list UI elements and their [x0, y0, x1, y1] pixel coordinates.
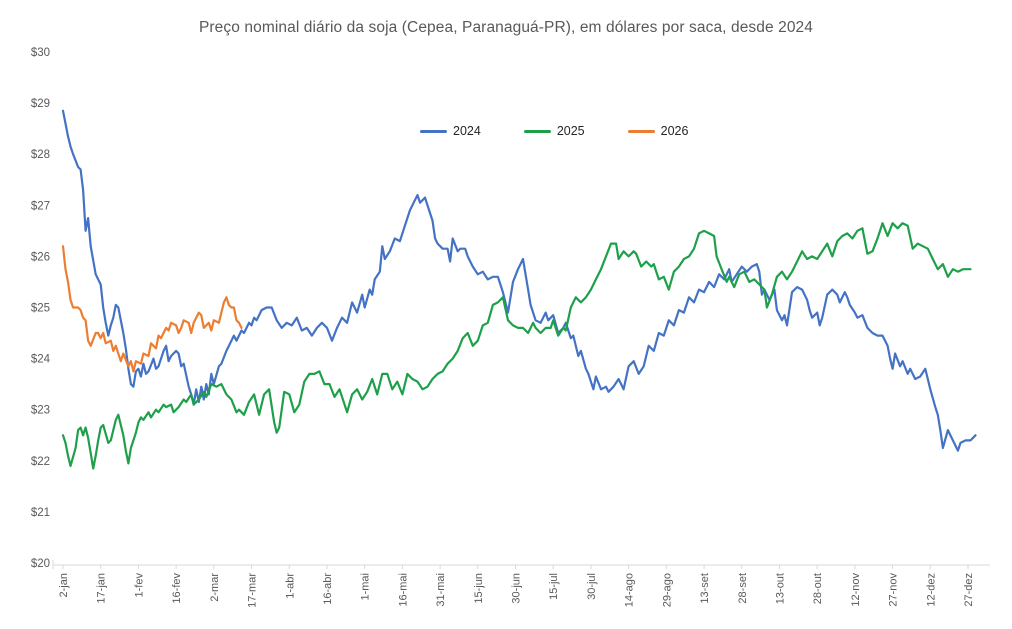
legend-item-2026: 2026 — [627, 124, 689, 138]
x-tick-label: 15-jul — [548, 573, 560, 600]
chart-title: Preço nominal diário da soja (Cepea, Par… — [198, 19, 813, 36]
y-tick-label: $29 — [31, 98, 50, 110]
legend-label-2024: 2024 — [453, 124, 481, 138]
legend-line-swatch-2026 — [627, 129, 655, 133]
y-tick-label: $21 — [31, 507, 50, 519]
legend-item-2025: 2025 — [523, 124, 585, 138]
x-tick-label: 30-jun — [511, 573, 523, 604]
x-tick-label: 14-ago — [624, 573, 636, 607]
legend-line-swatch-2025 — [523, 129, 551, 133]
y-tick-label: $25 — [31, 303, 50, 315]
x-tick-label: 1-abr — [284, 573, 296, 599]
x-tick-label: 27-dez — [963, 573, 975, 607]
y-tick-label: $24 — [31, 354, 51, 366]
x-tick-label: 28-set — [737, 573, 749, 604]
x-tick-label: 17-jan — [96, 573, 108, 604]
y-tick-label: $30 — [31, 47, 50, 59]
x-tick-label: 1-fev — [133, 573, 145, 598]
x-tick-label: 17-mar — [247, 573, 259, 608]
y-tick-label: $26 — [31, 251, 50, 263]
x-tick-label: 12-nov — [850, 573, 862, 607]
y-tick-label: $27 — [31, 200, 50, 212]
y-tick-label: $22 — [31, 456, 50, 468]
y-tick-label: $28 — [31, 149, 50, 161]
legend-label-2025: 2025 — [556, 124, 585, 138]
x-tick-label: 15-jun — [473, 573, 485, 604]
x-tick-label: 2-mar — [209, 573, 221, 602]
legend-line-swatch-2024 — [420, 129, 447, 133]
x-tick-label: 16-abr — [322, 573, 334, 605]
x-tick-label: 27-nov — [888, 573, 900, 607]
x-tick-label: 16-fev — [171, 573, 183, 604]
x-tick-label: 13-set — [699, 573, 711, 604]
series-line-2026 — [61, 245, 243, 373]
x-tick-label: 16-mai — [397, 573, 409, 607]
x-tick-label: 29-ago — [661, 573, 673, 607]
chart-legend: 2024 2025 2026 — [420, 124, 688, 138]
legend-item-2024: 2024 — [420, 124, 481, 138]
x-tick-label: 1-mai — [360, 573, 372, 601]
series-line-2025 — [61, 222, 972, 470]
y-tick-label: $23 — [31, 405, 50, 417]
x-tick-label: 12-dez — [925, 573, 937, 607]
x-tick-label: 31-mai — [435, 573, 447, 607]
x-tick-label: 28-out — [812, 573, 824, 604]
x-tick-label: 30-jul — [586, 573, 598, 600]
series-line-2024 — [61, 109, 977, 452]
x-tick-label: 2-jan — [58, 573, 70, 597]
x-tick-label: 13-out — [774, 573, 786, 604]
y-tick-label: $20 — [31, 558, 50, 570]
legend-label-2026: 2026 — [660, 124, 689, 138]
